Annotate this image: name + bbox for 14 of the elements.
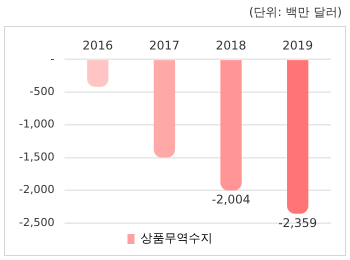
y-tick-label: -	[50, 52, 54, 66]
legend-label: 상품무역수지	[140, 231, 212, 246]
chart-subtitle: (단위: 백만 달러)	[248, 4, 342, 21]
data-label: -2,359	[278, 216, 318, 230]
y-tick-label: -500	[29, 84, 54, 98]
y-tick-label: -2,500	[18, 216, 54, 229]
data-label: -2,004	[212, 192, 250, 207]
y-tick-label: -2,000	[18, 183, 54, 196]
y-tick-label: -1,000	[18, 118, 54, 131]
x-tick-label: 2018	[216, 38, 246, 52]
x-tick-label: 2017	[149, 38, 180, 52]
y-tick-label: -1,500	[18, 150, 54, 164]
x-tick-label: 2019	[282, 38, 313, 52]
x-tick-label: 2016	[82, 38, 114, 52]
